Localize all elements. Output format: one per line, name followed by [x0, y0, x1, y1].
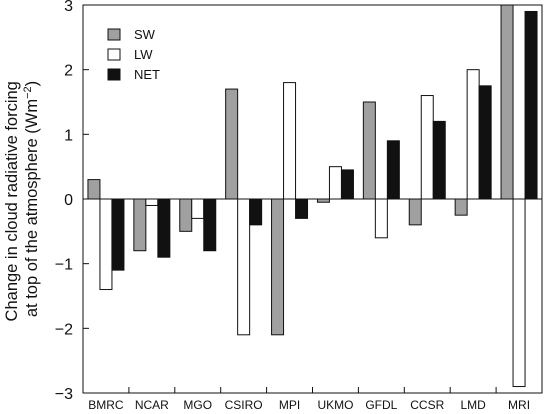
bar-sw-lmd	[454, 198, 468, 216]
bar-lw-mri	[512, 198, 526, 388]
x-tick-label-ccsr: CCSR	[410, 398, 444, 412]
bar-lw-ncar	[145, 198, 159, 206]
legend-swatch-net	[107, 68, 121, 81]
bar-sw-mri	[500, 4, 514, 200]
y-tick-label: 1	[64, 127, 73, 144]
legend-label-lw: LW	[134, 47, 153, 62]
bar-sw-gfdl	[362, 101, 376, 200]
x-tick-label-csiro: CSIRO	[225, 398, 263, 412]
bar-lw-ccsr	[420, 95, 434, 200]
legend-label-net: NET	[134, 67, 160, 82]
bar-lw-gfdl	[374, 198, 388, 239]
bar-lw-mgo	[191, 198, 205, 219]
bar-sw-mpi	[271, 198, 285, 336]
y-tick-label: 3	[64, 0, 73, 15]
x-tick-label-ncar: NCAR	[135, 398, 169, 412]
bar-net-mri	[524, 10, 538, 200]
x-axis: BMRC NCAR MGO CSIRO MPI UKMO GFDL CCSR LMD MRI	[88, 387, 530, 412]
legend: SW LW NET	[107, 27, 160, 82]
y-tick-label: −3	[55, 386, 73, 403]
y-tick-label: −1	[55, 257, 73, 274]
bar-lw-bmrc	[99, 198, 113, 291]
bar-lw-lmd	[466, 69, 480, 200]
x-tick-label-mpi: MPI	[279, 398, 300, 412]
bar-sw-bmrc	[87, 179, 101, 200]
x-tick-label-gfdl: GFDL	[365, 398, 397, 412]
y-tick-label: 2	[64, 63, 73, 80]
legend-swatch-lw	[107, 48, 121, 61]
legend-label-sw: SW	[134, 27, 156, 42]
y-axis-label-close-paren: )	[23, 81, 41, 87]
bar-net-ukmo	[340, 169, 354, 200]
x-tick-label-ukmo: UKMO	[317, 398, 353, 412]
x-tick-label-mgo: MGO	[183, 398, 212, 412]
bar-lw-mpi	[283, 82, 297, 200]
bar-sw-ccsr	[408, 198, 422, 226]
y-tick-label: 0	[64, 192, 73, 209]
bar-net-lmd	[478, 85, 492, 200]
bar-net-mgo	[203, 198, 217, 252]
bar-lw-csiro	[237, 198, 251, 336]
bar-sw-mgo	[179, 198, 193, 232]
bars	[87, 4, 538, 388]
bar-lw-ukmo	[328, 166, 342, 200]
bar-net-csiro	[249, 198, 263, 226]
bar-sw-ukmo	[316, 198, 330, 203]
bar-sw-csiro	[225, 88, 239, 200]
x-tick-label-lmd: LMD	[460, 398, 486, 412]
y-axis-label-line2-text: at top of the atmosphere (Wm	[23, 99, 41, 317]
y-axis-label: Change in cloud radiative forcing at top…	[3, 77, 41, 322]
y-tick-label: −2	[55, 321, 73, 338]
bar-net-ccsr	[432, 120, 446, 200]
bar-net-gfdl	[386, 140, 400, 200]
y-axis: −3 −2 −1 0 1 2 3	[55, 0, 89, 403]
bar-net-mpi	[295, 198, 309, 219]
x-tick-label-bmrc: BMRC	[88, 398, 124, 412]
legend-swatch-sw	[107, 28, 121, 41]
y-axis-label-unit-exponent: −2	[22, 86, 34, 99]
bar-net-bmrc	[111, 198, 125, 271]
y-axis-label-line1: Change in cloud radiative forcing	[3, 81, 21, 321]
bar-net-ncar	[157, 198, 171, 258]
x-tick-label-mri: MRI	[508, 398, 530, 412]
bar-sw-ncar	[133, 198, 147, 252]
y-axis-label-line2: at top of the atmosphere (Wm−2)	[22, 81, 41, 317]
